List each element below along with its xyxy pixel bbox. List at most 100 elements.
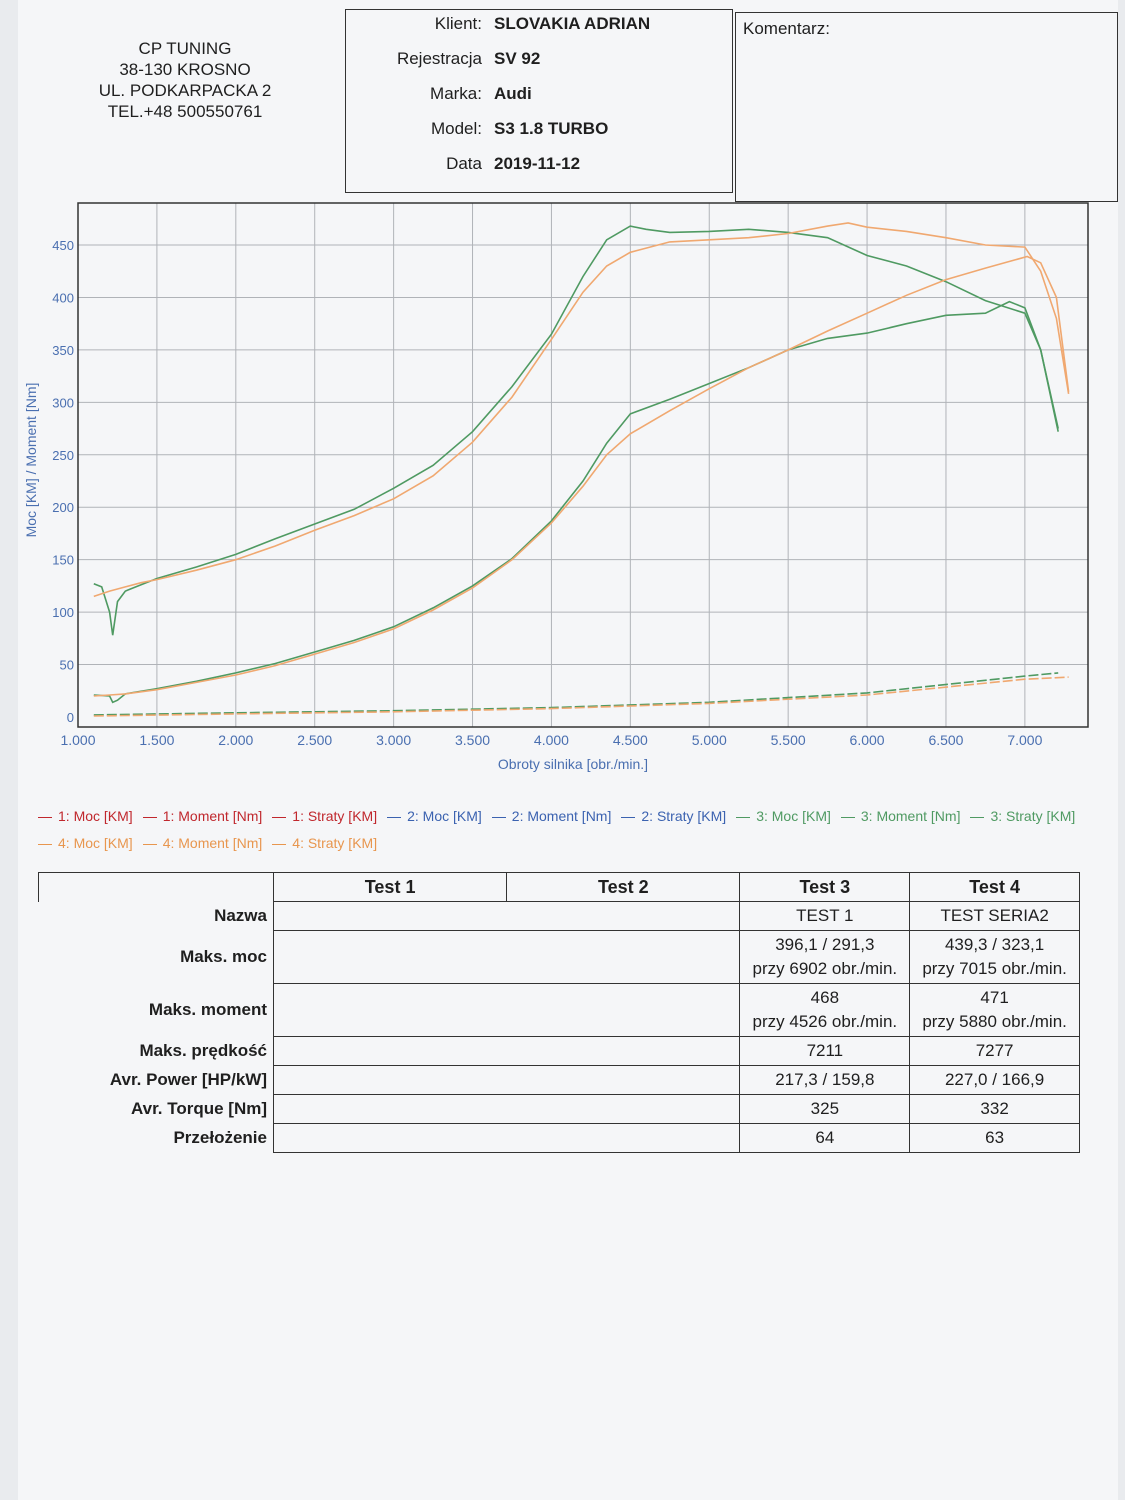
chart-grid [77, 203, 1088, 727]
row-label: Maks. prędkość [38, 1036, 274, 1066]
legend-label: 3: Straty [KM] [990, 808, 1076, 824]
x-tick-label: 1.500 [139, 732, 174, 748]
results-row: Avr. Power [HP/kW] 217,3 / 159,8 227,0 / 1… [38, 1065, 1080, 1095]
legend-label: 1: Straty [KM] [292, 808, 378, 824]
info-label: Marka: [430, 84, 482, 103]
result-cell: 217,3 / 159,8 [739, 1065, 911, 1095]
y-tick-label: 450 [52, 238, 74, 253]
x-tick-label: 1.000 [60, 732, 95, 748]
legend-item: 1: Straty [KM] [272, 803, 377, 830]
legend-swatch [142, 843, 157, 845]
company-phone: TEL.+48 500550761 [107, 102, 263, 121]
info-row-model: Model: S3 1.8 TURBO [346, 119, 732, 149]
legend-label: 2: Straty [KM] [641, 808, 727, 824]
legend-swatch [38, 816, 52, 818]
legend-swatch [621, 816, 636, 818]
empty-cell [272, 1065, 741, 1095]
empty-cell [272, 901, 741, 931]
info-value: S3 1.8 TURBO [494, 119, 609, 138]
legend-label: 2: Moc [KM] [407, 808, 482, 824]
legend-item: 2: Straty [KM] [621, 803, 726, 830]
empty-cell [272, 930, 741, 984]
y-tick-label: 350 [52, 343, 74, 358]
legend-label: 4: Moment [Nm] [162, 835, 263, 851]
company-name: CP TUNING [138, 39, 232, 58]
info-value: Audi [494, 84, 532, 103]
results-row: Maks. moc 396,1 / 291,3 przy 6902 obr./min… [38, 930, 1080, 984]
legend-item: 4: Moc [KM] [38, 830, 133, 857]
result-cell: 325 [739, 1094, 911, 1124]
info-row-make: Marka: Audi [346, 84, 732, 114]
result-cell: 7277 [909, 1036, 1080, 1066]
chart-ticks: 1.000 1.500 2.000 2.500 3.000 3.500 4.000 4.500… [52, 238, 1042, 748]
info-row-date: Data 2019-11-12 [346, 154, 732, 184]
result-cell: 227,0 / 166,9 [909, 1065, 1080, 1095]
x-tick-label: 3.000 [376, 732, 411, 748]
result-cell: TEST SERIA2 [909, 901, 1080, 931]
comment-box: Komentarz: [735, 12, 1118, 202]
x-tick-label: 2.500 [297, 732, 332, 748]
result-cell: 439,3 / 323,1 przy 7015 obr./min. [909, 930, 1080, 984]
legend-item: 2: Moment [Nm] [491, 803, 612, 830]
series-line [93, 676, 1069, 717]
info-label: Klient: [434, 14, 482, 33]
legend-label: 1: Moc [KM] [58, 808, 133, 824]
legend-item: 1: Moment [Nm] [142, 803, 262, 830]
x-tick-label: 4.000 [534, 732, 569, 748]
empty-cell [272, 1123, 741, 1153]
y-tick-label: 200 [52, 500, 74, 515]
company-street: UL. PODKARPACKA 2 [98, 81, 272, 100]
legend-swatch [840, 816, 855, 818]
row-label: Maks. moment [38, 983, 274, 1037]
y-tick-label: 100 [52, 605, 74, 620]
legend-label: 2: Moment [Nm] [511, 808, 612, 824]
column-header: Test 1 [272, 872, 508, 902]
row-label: Avr. Torque [Nm] [38, 1094, 274, 1124]
legend-item: 2: Moc [KM] [387, 803, 482, 830]
company-address: CP TUNING 38-130 KROSNO UL. PODKARPACKA … [60, 38, 310, 122]
x-axis-label: Obroty silnika [obr./min.] [498, 756, 648, 772]
legend-label: 3: Moment [Nm] [860, 808, 961, 824]
y-tick-label: 50 [60, 658, 74, 673]
legend-swatch [142, 816, 157, 818]
y-tick-label: 400 [52, 290, 74, 305]
legend-item: 4: Moment [Nm] [142, 830, 263, 857]
row-label: Maks. moc [38, 930, 274, 984]
legend-swatch [272, 843, 287, 845]
legend-item: 4: Straty [KM] [272, 830, 377, 857]
y-tick-label: 250 [52, 448, 74, 463]
series-line [93, 222, 1070, 598]
info-value: SLOVAKIA ADRIAN [494, 14, 651, 33]
info-row-client: Klient: SLOVAKIA ADRIAN [346, 14, 732, 44]
info-value: 2019-11-12 [494, 154, 581, 173]
legend-label: 4: Straty [KM] [292, 835, 378, 851]
legend-swatch [970, 816, 985, 818]
info-label: Data [446, 154, 482, 173]
chart-lines [93, 222, 1070, 717]
empty-cell [272, 1036, 741, 1066]
info-row-registration: Rejestracja SV 92 [346, 49, 732, 79]
info-label: Rejestracja [396, 49, 482, 68]
result-cell: 396,1 / 291,3 przy 6902 obr./min. [739, 930, 911, 984]
result-cell: 64 [739, 1123, 911, 1153]
legend-item: 3: Moment [Nm] [840, 803, 961, 830]
x-tick-label: 3.500 [455, 732, 490, 748]
results-header-row: Test 1 Test 2 Test 3 Test 4 [38, 872, 1080, 902]
y-tick-label: 300 [52, 395, 74, 410]
plot-frame [77, 202, 1089, 728]
legend-label: 3: Moc [KM] [756, 808, 831, 824]
empty-cell [272, 1094, 741, 1124]
results-row: Maks. prędkość 7211 7277 [38, 1036, 1080, 1066]
info-label: Model: [430, 119, 482, 138]
series-line [93, 672, 1059, 716]
results-row: Przełożenie 64 63 [38, 1123, 1080, 1153]
dyno-chart: 1.000 1.500 2.000 2.500 3.000 3.500 4.000 4.500… [23, 202, 1089, 772]
legend-item: 3: Straty [KM] [970, 803, 1075, 830]
column-header: Test 4 [909, 872, 1080, 902]
result-cell: 63 [909, 1123, 1080, 1153]
x-tick-label: 5.000 [692, 732, 727, 748]
legend-swatch [387, 816, 402, 818]
row-label: Nazwa [38, 901, 274, 931]
row-label: Avr. Power [HP/kW] [38, 1065, 274, 1095]
